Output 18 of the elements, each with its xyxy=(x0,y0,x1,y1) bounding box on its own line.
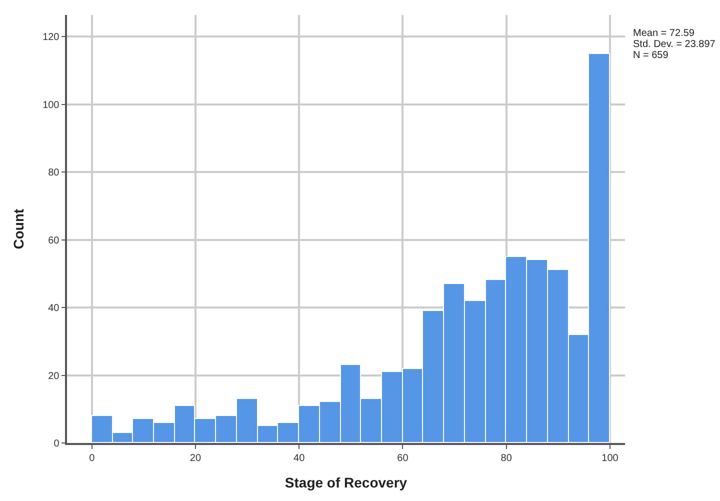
text: Mean = 72.59 xyxy=(633,28,695,39)
y-tick-label: 60 xyxy=(48,235,60,246)
text: Std. Dev. = 23.897 xyxy=(633,39,716,50)
y-axis-title: Count xyxy=(10,208,27,250)
y-tick-label: 20 xyxy=(48,370,60,382)
y-tick-label: 100 xyxy=(42,100,60,111)
y-tick-label: 80 xyxy=(48,168,60,179)
x-tick-label: 60 xyxy=(397,452,409,464)
x-tick-label: 80 xyxy=(500,452,512,464)
x-tick-label: 0 xyxy=(89,452,96,464)
text: N = 659 xyxy=(633,50,669,61)
x-tick-label: 40 xyxy=(294,452,306,464)
y-tick-label: 120 xyxy=(42,32,60,44)
y-tick-label: 0 xyxy=(54,438,60,450)
y-tick-label: 40 xyxy=(48,303,60,314)
x-tick-label: 100 xyxy=(602,452,619,464)
x-axis-title: Stage of Recovery xyxy=(284,474,408,491)
x-tick-label: 20 xyxy=(190,452,202,464)
